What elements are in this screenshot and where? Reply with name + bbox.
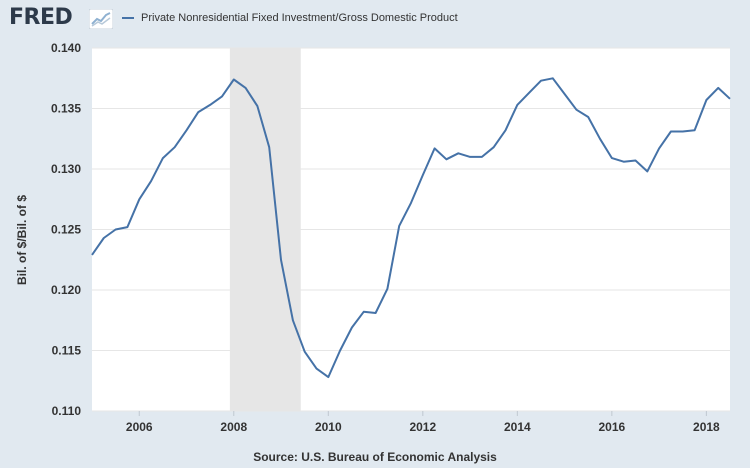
y-tick-label: 0.125 [51, 223, 81, 237]
x-tick-label: 2016 [599, 420, 626, 434]
header: FRED Private Nonresidential Fixed Invest… [0, 0, 750, 36]
x-tick-label: 2014 [504, 420, 531, 434]
x-tick-label: 2012 [409, 420, 436, 434]
y-tick-label: 0.110 [52, 404, 82, 418]
series-layer [91, 77, 731, 379]
y-tick-label: 0.115 [52, 344, 82, 358]
x-tick-label: 2008 [220, 420, 247, 434]
y-tick-label: 0.135 [51, 102, 81, 116]
y-tick-label: 0.130 [51, 162, 81, 176]
x-tick-label: 2018 [693, 420, 720, 434]
gridlines [92, 47, 730, 412]
y-tick-label: 0.140 [51, 41, 81, 55]
legend-label: Private Nonresidential Fixed Investment/… [141, 12, 458, 24]
y-tick-label: 0.120 [51, 283, 81, 297]
y-axis-ticks: 0.110 0.115 0.120 0.125 0.130 0.135 0.140 [51, 41, 81, 418]
x-axis-ticks: 2006 2008 2010 2012 2014 2016 2018 [126, 411, 720, 434]
x-tick-label: 2006 [126, 420, 153, 434]
fred-chart-icon [89, 9, 113, 29]
x-tick-label: 2010 [315, 420, 342, 434]
source-note: Source: U.S. Bureau of Economic Analysis [253, 450, 497, 464]
fred-logo[interactable]: FRED [9, 5, 73, 30]
legend: Private Nonresidential Fixed Investment/… [122, 10, 458, 26]
legend-swatch [122, 17, 134, 19]
